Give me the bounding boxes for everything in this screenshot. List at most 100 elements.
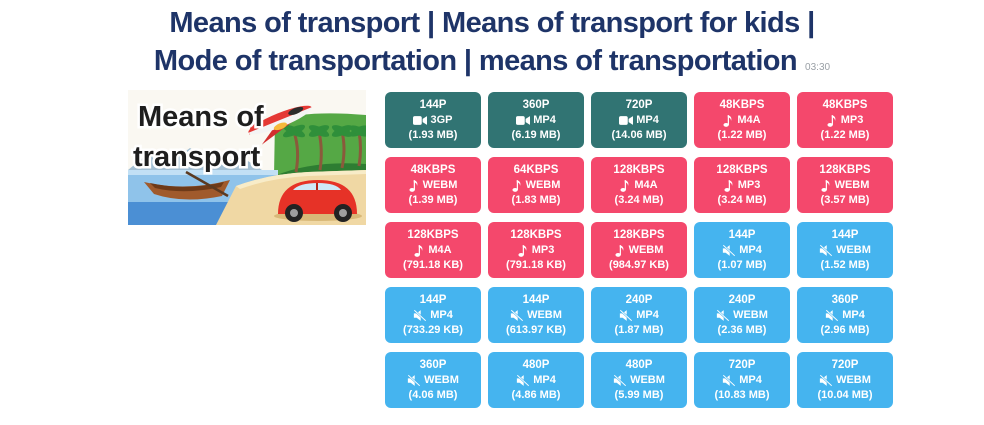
- icon-slot: [516, 115, 531, 126]
- size-label: (4.86 MB): [511, 388, 561, 401]
- muted-speaker-icon: [722, 243, 736, 257]
- format-download-button[interactable]: 128KBPS M4A (3.24 MB): [591, 157, 687, 213]
- icon-slot: [516, 373, 530, 387]
- format-download-button[interactable]: 240P WEBM (2.36 MB): [694, 287, 790, 343]
- quality-label: 144P: [728, 228, 756, 241]
- size-label: (1.93 MB): [408, 128, 458, 141]
- format-label: MP4: [739, 373, 762, 386]
- size-label: (1.83 MB): [511, 193, 561, 206]
- music-note-icon: [414, 244, 423, 257]
- format-download-button[interactable]: 128KBPS MP3 (3.24 MB): [694, 157, 790, 213]
- format-label: M4A: [634, 178, 658, 191]
- quality-label: 128KBPS: [613, 163, 665, 176]
- muted-speaker-icon: [825, 308, 839, 322]
- size-label: (3.24 MB): [717, 193, 767, 206]
- icon-slot: [716, 308, 730, 322]
- format-download-button[interactable]: 360P MP4 (6.19 MB): [488, 92, 584, 148]
- music-note-icon: [724, 179, 733, 192]
- music-note-icon: [827, 114, 836, 127]
- format-download-button[interactable]: 144P MP4 (1.07 MB): [694, 222, 790, 278]
- format-download-button[interactable]: 144P 3GP (1.93 MB): [385, 92, 481, 148]
- video-title-line2: Mode of transportation | means of transp…: [153, 45, 831, 77]
- format-download-button[interactable]: 240P MP4 (1.87 MB): [591, 287, 687, 343]
- quality-label: 360P: [831, 293, 859, 306]
- format-download-button[interactable]: 480P WEBM (5.99 MB): [591, 352, 687, 408]
- format-label: 3GP: [430, 113, 453, 126]
- format-label: MP4: [739, 243, 762, 256]
- muted-speaker-icon: [819, 243, 833, 257]
- size-label: (1.52 MB): [820, 258, 870, 271]
- video-camera-icon: [516, 115, 531, 125]
- format-download-button[interactable]: 128KBPS M4A (791.18 KB): [385, 222, 481, 278]
- quality-label: 144P: [419, 98, 447, 111]
- music-note-icon: [615, 244, 623, 257]
- format-label: MP4: [533, 113, 556, 126]
- muted-speaker-icon: [413, 308, 427, 322]
- quality-label: 128KBPS: [613, 228, 665, 241]
- format-download-button[interactable]: 48KBPS MP3 (1.22 MB): [797, 92, 893, 148]
- icon-slot: [613, 373, 627, 387]
- icon-slot: [615, 244, 626, 257]
- format-download-button[interactable]: 720P MP4 (10.83 MB): [694, 352, 790, 408]
- icon-slot: [722, 373, 736, 387]
- format-label: MP4: [636, 308, 659, 321]
- icon-slot: [620, 179, 631, 192]
- format-label: WEBM: [527, 308, 562, 321]
- quality-label: 360P: [522, 98, 550, 111]
- format-label: WEBM: [525, 178, 561, 191]
- size-label: (613.97 KB): [506, 323, 566, 336]
- format-download-button[interactable]: 64KBPS WEBM (1.83 MB): [488, 157, 584, 213]
- icon-slot: [407, 373, 421, 387]
- icon-slot: [619, 308, 633, 322]
- format-download-button[interactable]: 128KBPS MP3 (791.18 KB): [488, 222, 584, 278]
- size-label: (1.07 MB): [717, 258, 767, 271]
- format-download-button[interactable]: 48KBPS WEBM (1.39 MB): [385, 157, 481, 213]
- quality-label: 144P: [522, 293, 550, 306]
- icon-slot: [512, 179, 523, 192]
- format-label: M4A: [428, 243, 452, 256]
- quality-label: 480P: [625, 358, 653, 371]
- muted-speaker-icon: [516, 373, 530, 387]
- muted-speaker-icon: [716, 308, 730, 322]
- music-note-icon: [723, 114, 732, 127]
- icon-slot: [619, 115, 634, 126]
- size-label: (1.87 MB): [614, 323, 664, 336]
- format-download-button[interactable]: 360P MP4 (2.96 MB): [797, 287, 893, 343]
- format-download-button[interactable]: 128KBPS WEBM (984.97 KB): [591, 222, 687, 278]
- format-label: MP4: [636, 113, 659, 126]
- format-label: WEBM: [836, 243, 871, 256]
- size-label: (3.24 MB): [614, 193, 664, 206]
- quality-label: 128KBPS: [407, 228, 459, 241]
- quality-label: 144P: [419, 293, 447, 306]
- size-label: (1.39 MB): [408, 193, 458, 206]
- size-label: (733.29 KB): [403, 323, 463, 336]
- icon-slot: [722, 243, 736, 257]
- format-label: WEBM: [733, 308, 768, 321]
- format-label: M4A: [737, 113, 761, 126]
- muted-speaker-icon: [722, 373, 736, 387]
- size-label: (2.36 MB): [717, 323, 767, 336]
- format-download-button[interactable]: 360P WEBM (4.06 MB): [385, 352, 481, 408]
- music-note-icon: [512, 179, 520, 192]
- format-label: MP3: [531, 243, 555, 256]
- muted-speaker-icon: [407, 373, 421, 387]
- size-label: (5.99 MB): [614, 388, 664, 401]
- format-download-button[interactable]: 144P MP4 (733.29 KB): [385, 287, 481, 343]
- size-label: (984.97 KB): [609, 258, 669, 271]
- format-download-button[interactable]: 48KBPS M4A (1.22 MB): [694, 92, 790, 148]
- size-label: (791.18 KB): [403, 258, 463, 271]
- format-download-button[interactable]: 144P WEBM (1.52 MB): [797, 222, 893, 278]
- quality-label: 128KBPS: [716, 163, 768, 176]
- format-download-button[interactable]: 480P MP4 (4.86 MB): [488, 352, 584, 408]
- format-download-button[interactable]: 720P WEBM (10.04 MB): [797, 352, 893, 408]
- format-download-button[interactable]: 720P MP4 (14.06 MB): [591, 92, 687, 148]
- quality-label: 48KBPS: [822, 98, 868, 111]
- muted-speaker-icon: [510, 308, 524, 322]
- size-label: (791.18 KB): [506, 258, 566, 271]
- quality-label: 480P: [522, 358, 550, 371]
- size-label: (2.96 MB): [820, 323, 870, 336]
- format-download-button[interactable]: 144P WEBM (613.97 KB): [488, 287, 584, 343]
- icon-slot: [510, 308, 524, 322]
- video-duration: 03:30: [805, 62, 831, 73]
- format-download-button[interactable]: 128KBPS WEBM (3.57 MB): [797, 157, 893, 213]
